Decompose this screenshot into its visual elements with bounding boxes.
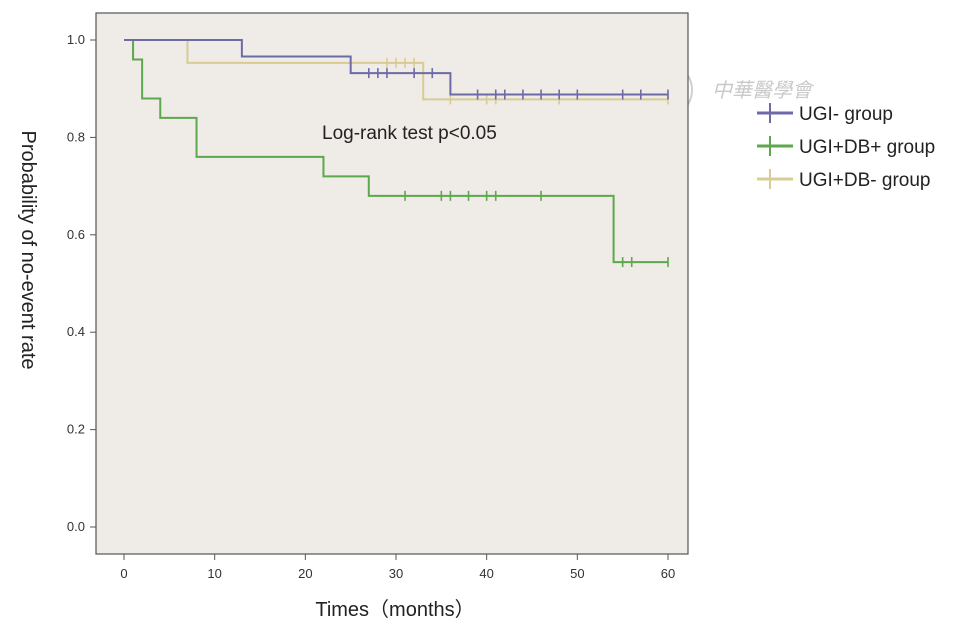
legend-label-ugi-db-group: UGI+DB+ group [799,137,935,158]
legend-item-ugi-db-group: UGI+DB+ group [757,136,935,158]
y-tick-label: 0.4 [67,324,85,339]
y-axis-label: Probability of no-event rate [17,130,39,369]
watermark: 中華醫學會 [637,62,815,118]
y-tick-label: 1.0 [67,32,85,47]
x-axis-label: Times（months） [315,598,474,621]
y-tick-label: 0.8 [67,129,85,144]
survival-curves [124,39,669,268]
legend-item-ugi-db-group: UGI+DB- group [757,169,930,191]
axes: 0 10 20 30 40 50 60 0.0 0.2 0.4 0.6 0.8 1.0 [67,32,675,581]
x-tick-label: 30 [389,566,403,581]
x-tick-label: 0 [120,566,127,581]
legend: UGI- group UGI+DB+ group UGI+DB- group [757,103,935,191]
legend-label-ugi-group: UGI- group [799,104,893,125]
x-tick-label: 40 [479,566,493,581]
watermark-text: 中華醫學會 [712,78,815,102]
x-tick-label: 60 [661,566,675,581]
y-tick-label: 0.2 [67,422,85,437]
y-tick-label: 0.6 [67,227,85,242]
legend-label-ugi-db-group: UGI+DB- group [799,170,930,191]
x-tick-label: 20 [298,566,312,581]
legend-item-ugi-group: UGI- group [757,103,893,125]
log-rank-annotation: Log-rank test p<0.05 [322,123,497,144]
curve-ugi-group [124,39,668,96]
x-tick-label: 50 [570,566,584,581]
plot-area [95,12,689,555]
x-tick-label: 10 [207,566,221,581]
curve-ugi-db-group [124,39,668,264]
y-tick-label: 0.0 [67,519,85,534]
